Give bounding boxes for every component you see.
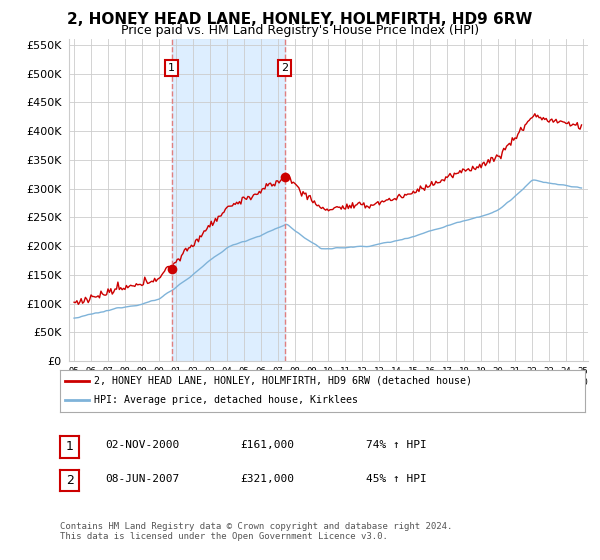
Bar bbox=[172, 39, 284, 361]
Text: £321,000: £321,000 bbox=[240, 474, 294, 484]
Text: HPI: Average price, detached house, Kirklees: HPI: Average price, detached house, Kirk… bbox=[94, 395, 358, 405]
Text: 1: 1 bbox=[65, 440, 74, 454]
Text: 2: 2 bbox=[65, 474, 74, 487]
Text: 02-NOV-2000: 02-NOV-2000 bbox=[105, 440, 179, 450]
Text: 2, HONEY HEAD LANE, HONLEY, HOLMFIRTH, HD9 6RW (detached house): 2, HONEY HEAD LANE, HONLEY, HOLMFIRTH, H… bbox=[94, 376, 472, 386]
Text: £161,000: £161,000 bbox=[240, 440, 294, 450]
Text: 2: 2 bbox=[281, 63, 288, 73]
Text: 2, HONEY HEAD LANE, HONLEY, HOLMFIRTH, HD9 6RW: 2, HONEY HEAD LANE, HONLEY, HOLMFIRTH, H… bbox=[67, 12, 533, 27]
Text: 1: 1 bbox=[168, 63, 175, 73]
Text: 08-JUN-2007: 08-JUN-2007 bbox=[105, 474, 179, 484]
Text: Contains HM Land Registry data © Crown copyright and database right 2024.
This d: Contains HM Land Registry data © Crown c… bbox=[60, 522, 452, 542]
Text: 74% ↑ HPI: 74% ↑ HPI bbox=[366, 440, 427, 450]
Text: Price paid vs. HM Land Registry's House Price Index (HPI): Price paid vs. HM Land Registry's House … bbox=[121, 24, 479, 36]
Text: 45% ↑ HPI: 45% ↑ HPI bbox=[366, 474, 427, 484]
